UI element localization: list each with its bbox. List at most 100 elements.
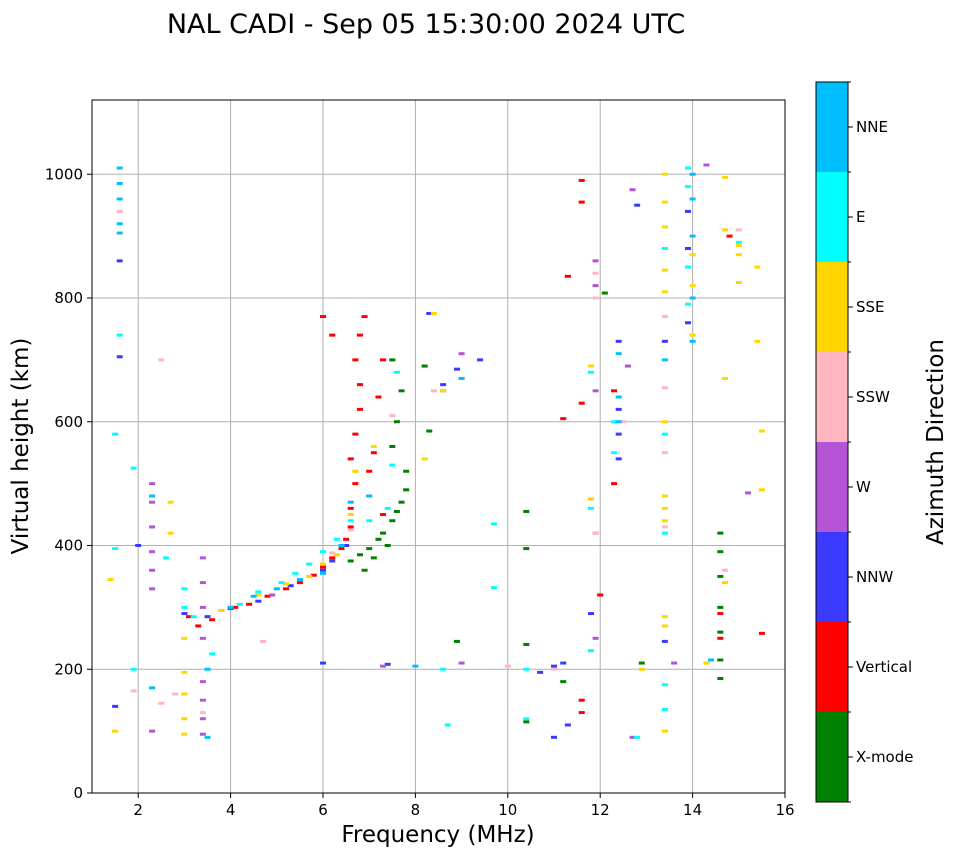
data-point xyxy=(661,451,668,455)
data-point xyxy=(564,723,571,727)
data-point xyxy=(195,624,202,628)
data-point xyxy=(209,618,216,622)
data-point xyxy=(149,686,156,690)
data-point xyxy=(661,358,668,362)
colorbar-segment xyxy=(816,172,848,262)
data-point xyxy=(638,661,645,665)
data-point xyxy=(453,639,460,643)
data-point xyxy=(620,420,627,424)
data-point xyxy=(611,389,618,393)
colorbar-segment xyxy=(816,352,848,442)
data-point xyxy=(384,662,391,666)
data-point xyxy=(292,571,299,575)
data-point xyxy=(551,664,557,668)
data-point xyxy=(380,531,387,535)
data-point xyxy=(149,482,156,486)
data-point xyxy=(199,636,206,640)
colorbar-tick-label: X-mode xyxy=(856,748,913,766)
data-point xyxy=(329,333,336,337)
data-point xyxy=(523,667,530,671)
data-point xyxy=(116,259,123,263)
data-point xyxy=(684,166,691,170)
data-point xyxy=(597,593,604,597)
data-point xyxy=(721,175,728,179)
data-point xyxy=(366,469,373,473)
data-point xyxy=(199,556,206,560)
x-tick-label: 12 xyxy=(591,801,610,819)
data-point xyxy=(578,178,585,182)
data-point xyxy=(661,225,668,229)
data-point xyxy=(615,420,622,424)
data-point xyxy=(204,735,211,739)
data-point xyxy=(721,376,728,380)
x-tick-label: 16 xyxy=(775,801,794,819)
data-point xyxy=(375,395,382,399)
data-point xyxy=(361,568,368,572)
data-point xyxy=(661,707,668,711)
data-point xyxy=(717,630,724,634)
data-point xyxy=(329,556,336,560)
colorbar-tick-label: E xyxy=(856,208,865,226)
data-point xyxy=(389,445,396,448)
data-point xyxy=(320,562,326,566)
data-point xyxy=(370,556,377,560)
data-point xyxy=(638,667,645,671)
data-point xyxy=(343,537,350,541)
data-point xyxy=(190,615,197,619)
data-point xyxy=(283,582,290,586)
data-point xyxy=(458,352,465,356)
data-point xyxy=(320,568,326,572)
data-point xyxy=(162,556,169,560)
data-point xyxy=(329,559,336,563)
colorbar-segment xyxy=(816,532,848,622)
data-point xyxy=(578,200,585,204)
data-point xyxy=(430,311,437,315)
data-point xyxy=(130,667,137,671)
data-point xyxy=(149,500,156,504)
data-point xyxy=(255,593,262,597)
data-point xyxy=(181,636,188,640)
y-tick-label: 0 xyxy=(73,784,83,802)
data-point xyxy=(661,624,668,628)
data-point xyxy=(356,333,363,337)
data-point xyxy=(393,370,400,374)
data-point xyxy=(393,420,400,424)
data-point xyxy=(661,494,668,498)
data-point xyxy=(671,661,678,665)
series-sse xyxy=(107,172,765,736)
y-axis-ticks: 0 200 400 600 800 1000 xyxy=(45,165,92,802)
data-point xyxy=(389,519,396,523)
data-point xyxy=(661,172,668,176)
data-point xyxy=(403,488,410,492)
colorbar-tick-label: W xyxy=(856,478,871,496)
data-point xyxy=(112,704,119,708)
colorbar-frame xyxy=(815,81,849,803)
y-tick-label: 400 xyxy=(54,537,83,555)
data-point xyxy=(721,568,728,572)
data-point xyxy=(689,333,696,337)
data-point xyxy=(421,457,428,461)
chart-title: NAL CADI - Sep 05 15:30:00 2024 UTC xyxy=(167,9,685,40)
data-point xyxy=(661,268,668,272)
data-point xyxy=(186,615,193,619)
data-point xyxy=(320,661,326,665)
data-point xyxy=(181,612,188,616)
data-point xyxy=(116,197,123,201)
data-point xyxy=(587,497,594,501)
data-point xyxy=(726,234,733,238)
data-point xyxy=(684,185,691,189)
data-point xyxy=(347,528,354,532)
data-point xyxy=(306,562,313,566)
data-point xyxy=(426,429,433,433)
data-point xyxy=(181,692,188,696)
data-point xyxy=(444,723,451,727)
data-point xyxy=(477,358,484,362)
data-point xyxy=(560,661,567,665)
data-point xyxy=(689,284,696,288)
data-point xyxy=(661,290,668,294)
data-point xyxy=(338,544,345,547)
colorbar-tick-label: NNW xyxy=(856,568,893,586)
data-point xyxy=(255,599,262,603)
data-point xyxy=(343,544,350,547)
